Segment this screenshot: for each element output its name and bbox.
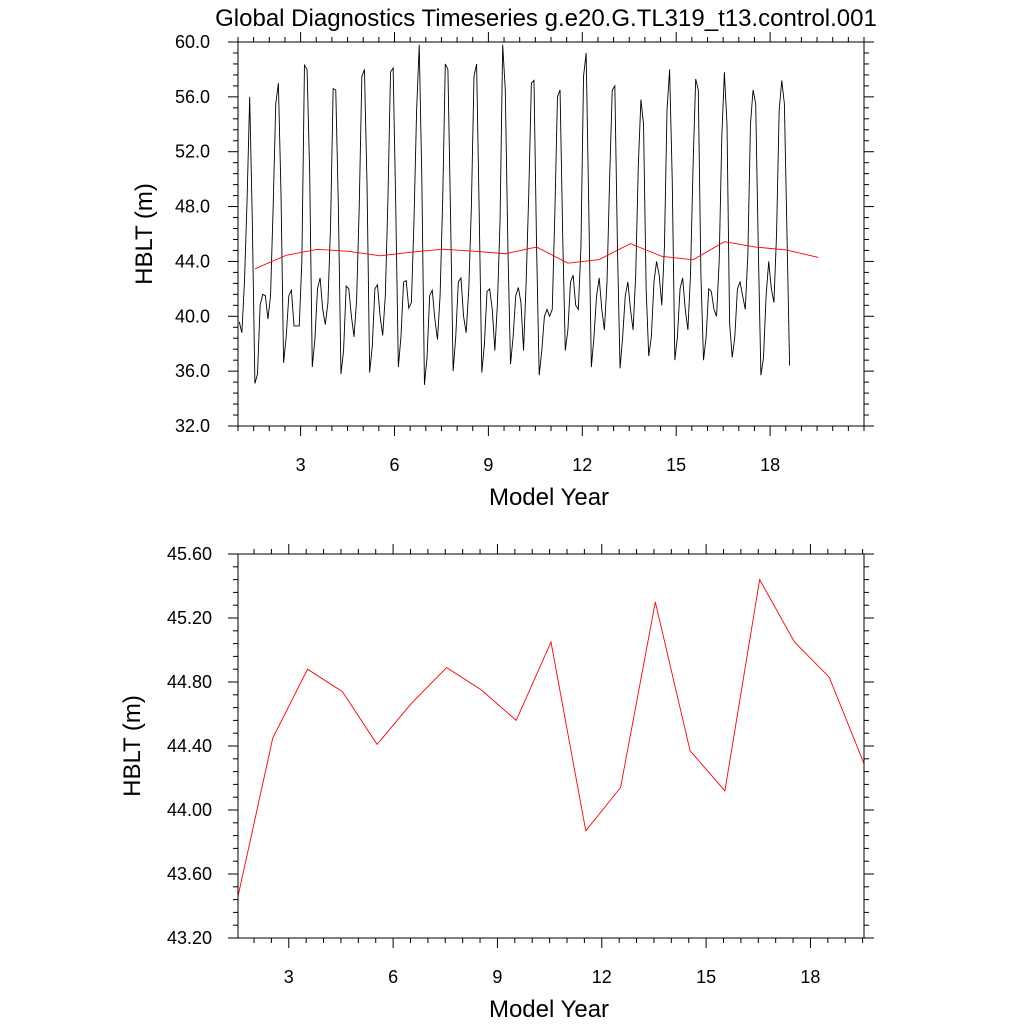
- bottom-xtick-label: 6: [388, 967, 398, 987]
- top-y-axis-label: HBLT (m): [131, 183, 158, 285]
- bottom-ytick-label: 45.20: [167, 608, 212, 628]
- bottom-x-axis-label: Model Year: [489, 996, 609, 1023]
- top-xtick-label: 15: [666, 455, 686, 475]
- top-xtick-label: 9: [483, 455, 493, 475]
- bottom-ytick-label: 44.80: [167, 672, 212, 692]
- bottom-panel: 3 6 9 12 15 18 43.20 43.60 44.00 44.40 44.80 45.20 4…: [119, 544, 874, 1023]
- bottom-ytick-label: 43.20: [167, 928, 212, 948]
- top-xtick-label: 3: [296, 455, 306, 475]
- bottom-series-line-annual: [238, 578, 864, 897]
- top-ytick-label: 48.0: [175, 197, 210, 217]
- top-panel: 3 6 9 12 15 18 32.0 36.0 40.0 44.0 48.0 52.0 56.0 60.…: [131, 32, 874, 511]
- top-ytick-label: 56.0: [175, 87, 210, 107]
- top-series-line-monthly: [238, 44, 791, 385]
- bottom-ytick-label: 44.40: [167, 736, 212, 756]
- top-ytick-label: 40.0: [175, 306, 210, 326]
- bottom-xtick-label: 15: [696, 967, 716, 987]
- bottom-xtick-label: 9: [492, 967, 502, 987]
- top-ytick-label: 32.0: [175, 416, 210, 436]
- top-ytick-label: 44.0: [175, 251, 210, 271]
- top-xtick-label: 18: [760, 455, 780, 475]
- top-ytick-label: 60.0: [175, 32, 210, 52]
- bottom-ytick-label: 44.00: [167, 800, 212, 820]
- bottom-ytick-label: 43.60: [167, 864, 212, 884]
- top-x-axis-label: Model Year: [489, 484, 609, 511]
- bottom-ytick-label: 45.60: [167, 544, 212, 564]
- bottom-xtick-label: 3: [284, 967, 294, 987]
- bottom-xtick-label: 12: [592, 967, 612, 987]
- figure-title: Global Diagnostics Timeseries g.e20.G.TL…: [215, 5, 877, 32]
- bottom-xtick-label: 18: [800, 967, 820, 987]
- top-ytick-label: 36.0: [175, 361, 210, 381]
- top-xtick-label: 12: [572, 455, 592, 475]
- top-series-line-annual: [254, 241, 819, 270]
- top-xtick-label: 6: [389, 455, 399, 475]
- bottom-y-axis-label: HBLT (m): [119, 695, 146, 797]
- top-ytick-label: 52.0: [175, 142, 210, 162]
